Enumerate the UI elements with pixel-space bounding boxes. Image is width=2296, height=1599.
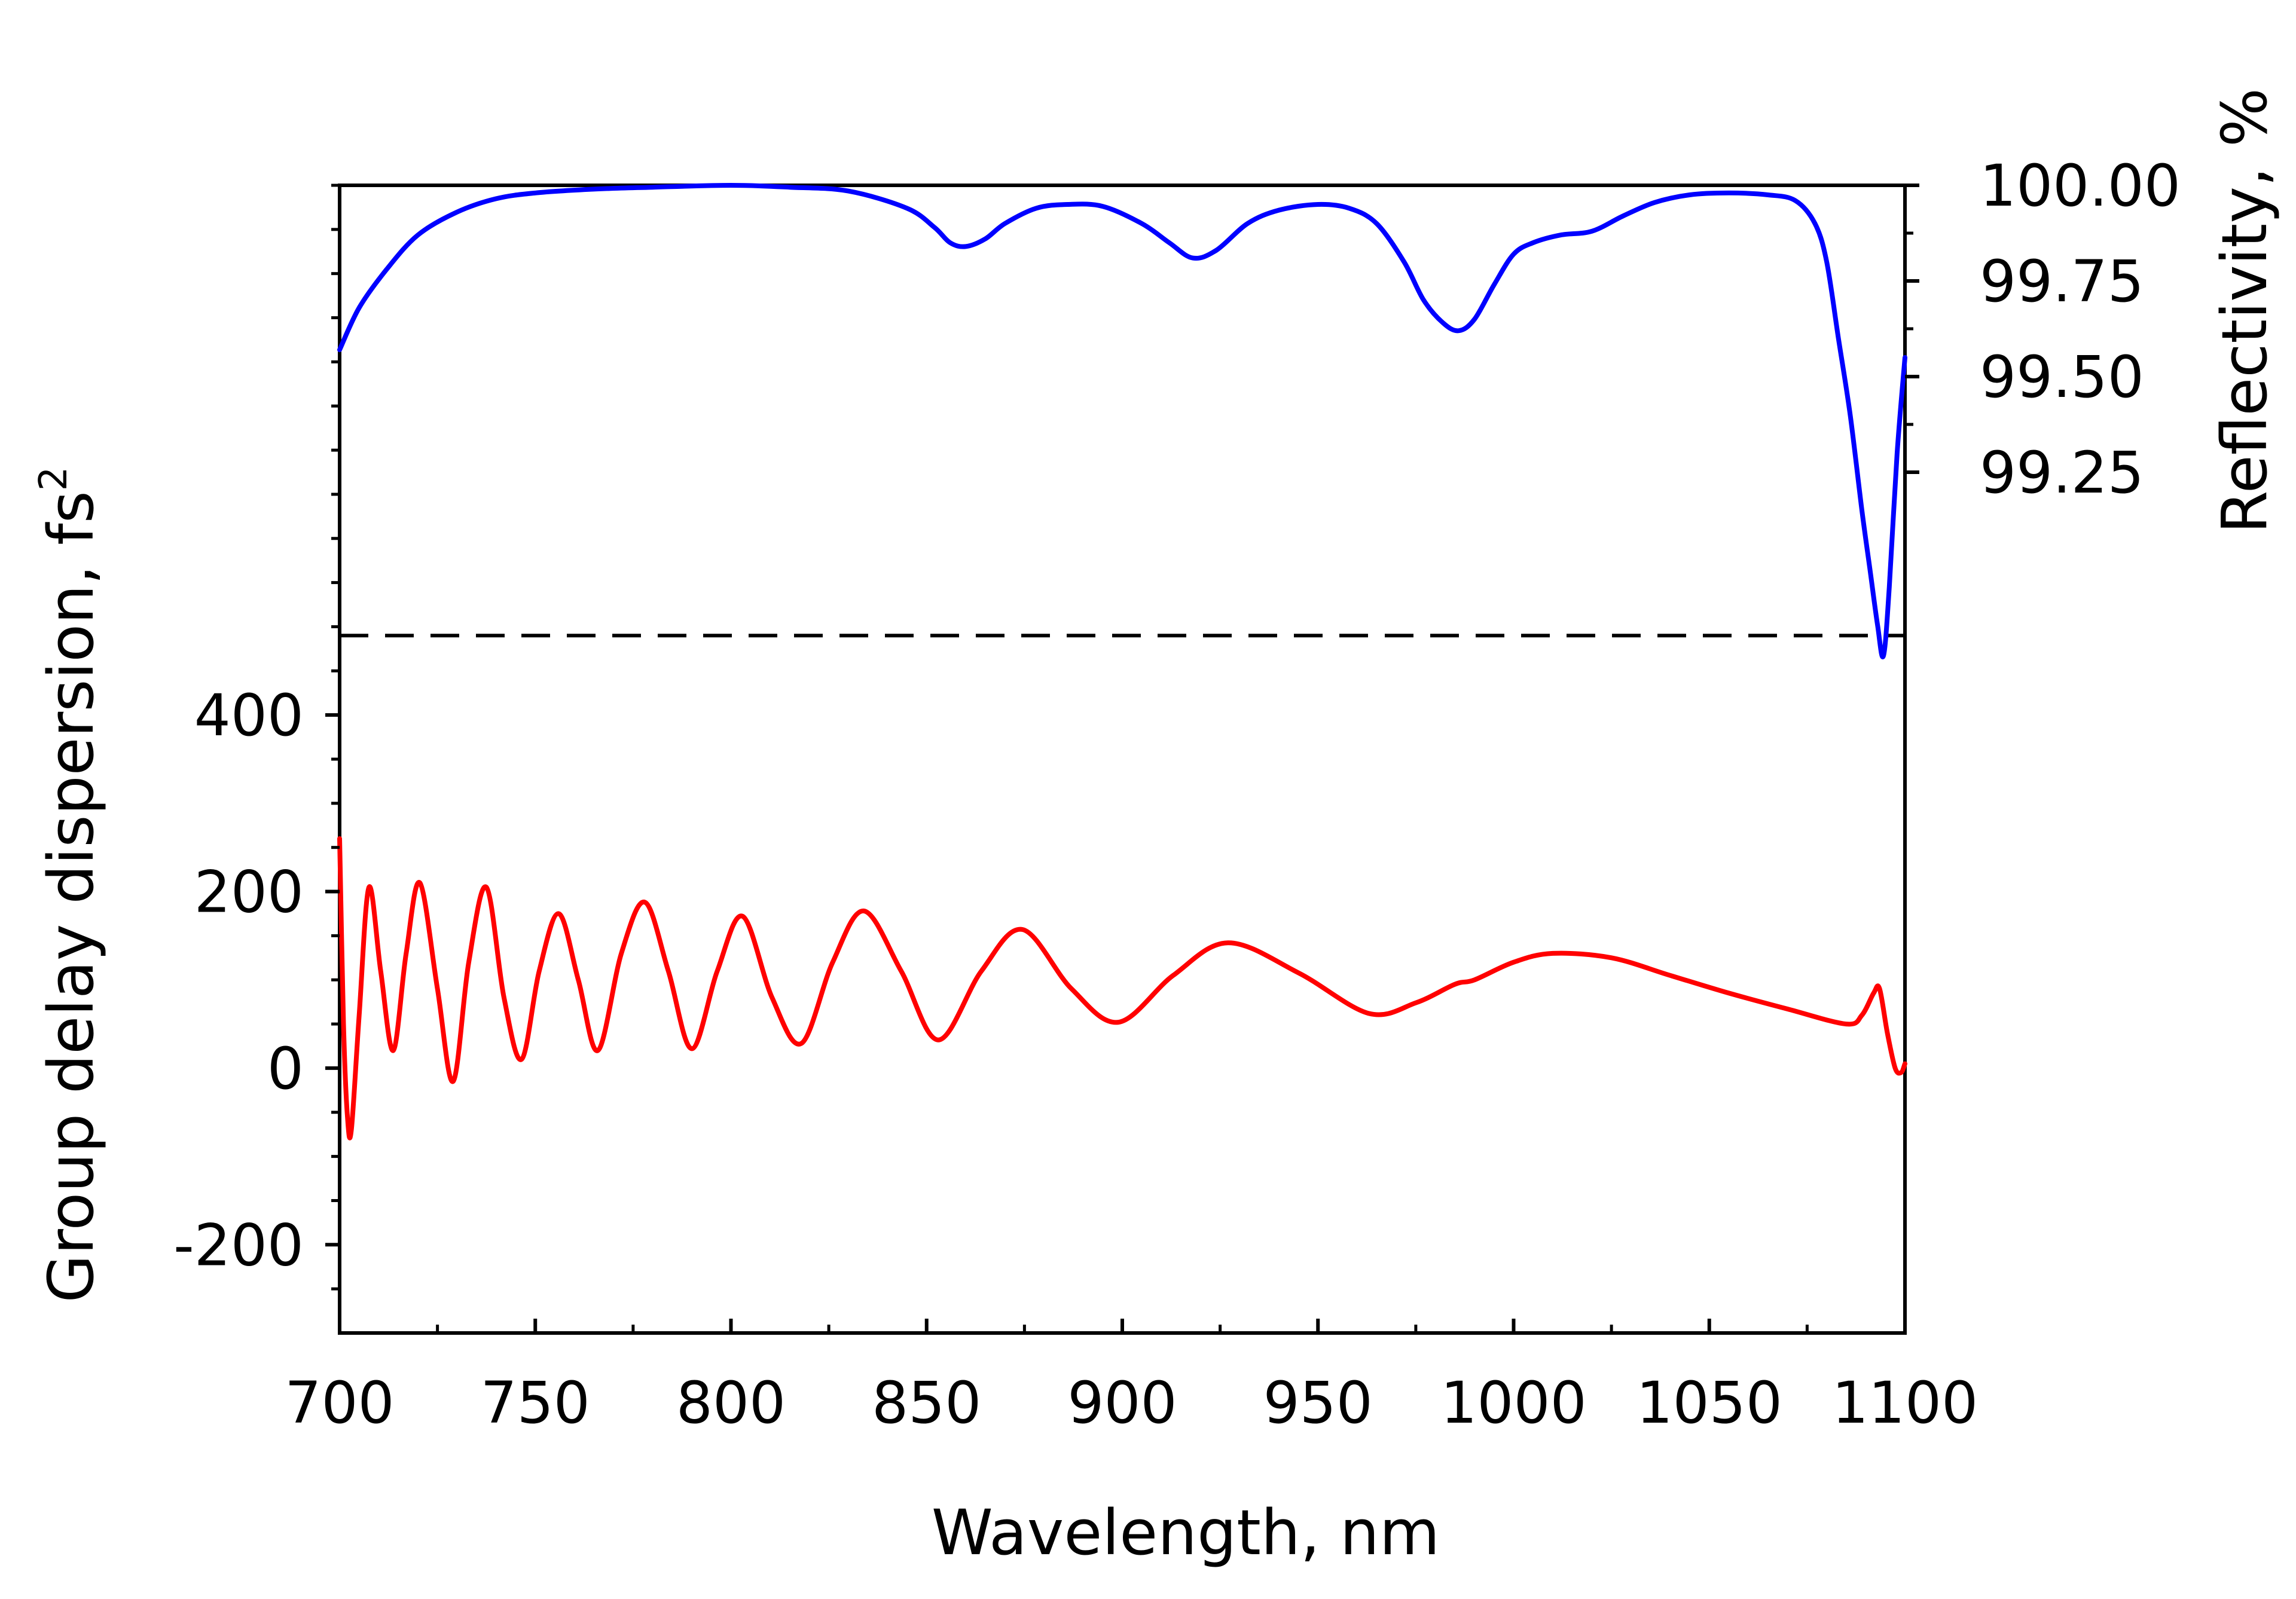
left-y-axis-title-text: Group delay dispersion, fs [35,491,108,1303]
x-tick-label: 800 [676,1369,786,1436]
left-tick-label: -200 [173,1212,304,1279]
plot-frame [338,184,1907,1335]
x-tick-label: 750 [481,1369,590,1436]
x-axis: 700 750 800 850 900 950 1000 1050 1100 [285,1319,1978,1436]
x-tick-label: 700 [285,1369,394,1436]
reflectivity-series-line [337,183,1907,660]
left-y-axis-title: Group delay dispersion, fs2 [32,466,108,1303]
left-tick-label: 200 [194,859,304,926]
left-y-axis-title-superscript: 2 [32,466,76,491]
x-tick-label: 1050 [1636,1369,1782,1436]
x-tick-label: 1000 [1440,1369,1586,1436]
left-y-axis: -200 0 200 400 [173,184,340,1291]
right-y-axis-title: Reflectivity, % [2208,88,2281,534]
plot-border [338,184,1907,1335]
gdd-series-line [337,836,1907,1141]
right-tick-label: 99.50 [1980,344,2144,411]
x-axis-title: Wavelength, nm [932,1496,1440,1569]
right-tick-label: 99.75 [1980,248,2144,315]
left-tick-label: 400 [194,682,304,749]
left-tick-label: 0 [267,1035,304,1102]
right-tick-label: 100.00 [1980,152,2181,219]
right-tick-label: 99.25 [1980,439,2144,506]
x-tick-label: 1100 [1832,1369,1978,1436]
series-layer [337,183,1907,1141]
x-tick-label: 850 [872,1369,981,1436]
x-tick-label: 950 [1263,1369,1373,1436]
right-y-axis: 99.25 99.50 99.75 100.00 [1905,152,2181,506]
x-tick-label: 900 [1067,1369,1177,1436]
